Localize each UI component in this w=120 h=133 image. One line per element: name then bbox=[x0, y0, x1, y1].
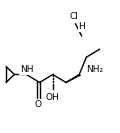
Text: NH₂: NH₂ bbox=[86, 65, 103, 74]
Text: Cl: Cl bbox=[70, 12, 79, 21]
Text: H: H bbox=[78, 22, 85, 31]
Text: OH: OH bbox=[46, 93, 60, 102]
Text: O: O bbox=[34, 100, 41, 109]
Text: NH: NH bbox=[20, 65, 33, 74]
